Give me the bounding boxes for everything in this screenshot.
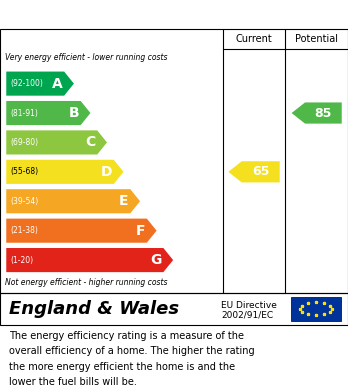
Text: The energy efficiency rating is a measure of the: The energy efficiency rating is a measur… (9, 331, 244, 341)
Text: G: G (150, 253, 161, 267)
Polygon shape (292, 102, 342, 124)
Text: (21-38): (21-38) (10, 226, 38, 235)
Bar (291, 297, 341, 321)
Polygon shape (6, 160, 124, 184)
Polygon shape (6, 248, 173, 272)
Text: EU Directive: EU Directive (221, 301, 277, 310)
Text: overall efficiency of a home. The higher the rating: overall efficiency of a home. The higher… (9, 346, 254, 357)
Text: (39-54): (39-54) (10, 197, 39, 206)
Text: B: B (68, 106, 79, 120)
Text: Not energy efficient - higher running costs: Not energy efficient - higher running co… (5, 278, 168, 287)
Text: C: C (85, 135, 95, 149)
Text: A: A (52, 77, 62, 91)
Text: (55-68): (55-68) (10, 167, 39, 176)
Text: 85: 85 (315, 106, 332, 120)
Text: (69-80): (69-80) (10, 138, 39, 147)
Text: 2002/91/EC: 2002/91/EC (221, 310, 273, 319)
Text: lower the fuel bills will be.: lower the fuel bills will be. (9, 377, 136, 387)
Polygon shape (6, 189, 140, 213)
Text: Very energy efficient - lower running costs: Very energy efficient - lower running co… (5, 52, 168, 61)
Text: 65: 65 (252, 165, 269, 178)
Text: Current: Current (236, 34, 272, 44)
Text: (81-91): (81-91) (10, 109, 38, 118)
Text: (92-100): (92-100) (10, 79, 43, 88)
Text: Energy Efficiency Rating: Energy Efficiency Rating (9, 7, 211, 22)
Polygon shape (228, 161, 280, 183)
Polygon shape (6, 72, 74, 96)
Text: E: E (119, 194, 128, 208)
Polygon shape (6, 219, 157, 243)
Text: D: D (101, 165, 112, 179)
Text: F: F (136, 224, 145, 238)
Polygon shape (6, 130, 107, 154)
Text: (1-20): (1-20) (10, 256, 33, 265)
Text: England & Wales: England & Wales (9, 300, 179, 318)
Text: the more energy efficient the home is and the: the more energy efficient the home is an… (9, 362, 235, 372)
Text: Potential: Potential (295, 34, 338, 44)
Polygon shape (6, 101, 90, 125)
